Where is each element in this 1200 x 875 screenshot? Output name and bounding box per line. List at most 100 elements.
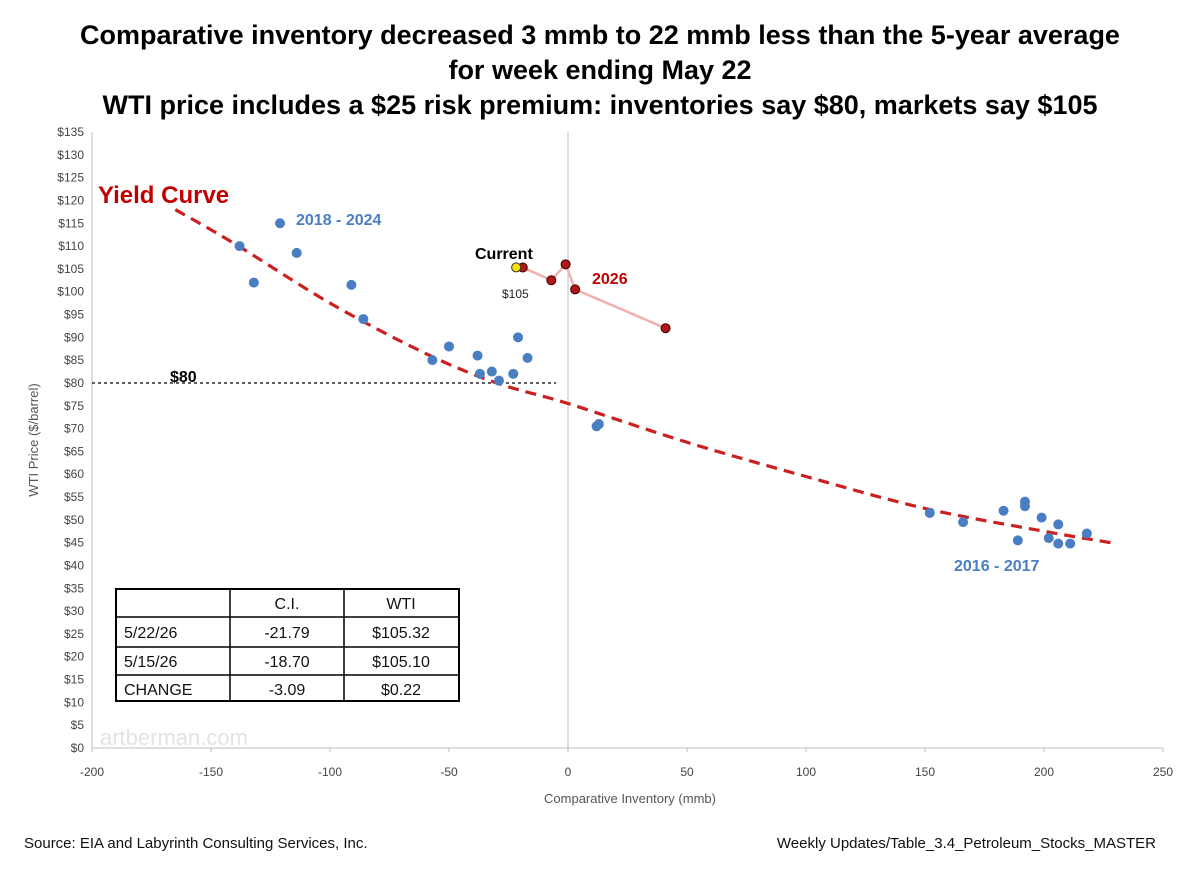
- yield-curve-label: Yield Curve: [98, 182, 229, 209]
- y-tick-label: $40: [64, 558, 84, 572]
- point-2016-2017: [1043, 533, 1054, 544]
- point-2016-2017: [1036, 512, 1047, 523]
- y-tick-label: $45: [64, 536, 84, 550]
- y-tick-label: $130: [57, 148, 84, 162]
- y-tick-label: $55: [64, 490, 84, 504]
- table-header-wti: WTI: [386, 596, 415, 613]
- point-2016-2017: [998, 505, 1009, 516]
- watermark: artberman.com: [100, 725, 248, 750]
- point-2018-2024: [275, 218, 286, 229]
- point-2018-2024: [346, 279, 357, 290]
- point-2016-2017: [1053, 538, 1064, 549]
- y-tick-label: $5: [71, 718, 85, 732]
- table-header-ci: C.I.: [275, 596, 300, 613]
- y-tick-label: $15: [64, 673, 84, 687]
- point-2018-2024: [508, 368, 519, 379]
- table-row-3-date: CHANGE: [124, 682, 192, 699]
- x-tick-label: 250: [1153, 765, 1173, 779]
- chart-title-line-1: Comparative inventory decreased 3 mmb to…: [80, 20, 1120, 50]
- current-point: [511, 262, 522, 273]
- x-tick-label: 150: [915, 765, 935, 779]
- x-tick-label: 0: [565, 765, 572, 779]
- point-2016-2017: [1053, 519, 1064, 530]
- point-2026: [570, 284, 581, 295]
- point-2018-2024: [513, 332, 524, 343]
- y-tick-label: $125: [57, 171, 84, 185]
- y-tick-label: $0: [71, 741, 85, 755]
- x-tick-label: -100: [318, 765, 342, 779]
- table-row-2-wti: $105.10: [372, 654, 430, 671]
- x-tick-label: -150: [199, 765, 223, 779]
- y-tick-label: $115: [58, 216, 84, 230]
- x-tick-label: 100: [796, 765, 816, 779]
- y-tick-label: $100: [57, 285, 84, 299]
- table-row-2-ci: -18.70: [264, 654, 309, 671]
- point-2018-2024: [358, 314, 369, 325]
- point-2018-2024: [291, 247, 302, 258]
- y-tick-label: $25: [64, 627, 84, 641]
- footer-source: Source: EIA and Labyrinth Consulting Ser…: [24, 835, 368, 852]
- point-2018-2024: [486, 366, 497, 377]
- y-tick-label: $10: [64, 695, 84, 709]
- reference-line-label: $80: [170, 369, 197, 386]
- series-2026-label: 2026: [592, 271, 628, 288]
- point-2016-2017: [958, 517, 969, 528]
- y-tick-label: $30: [64, 604, 84, 618]
- current-price-label: $105: [502, 287, 529, 301]
- yield-curve-line: [174, 208, 1111, 545]
- x-tick-label: 50: [680, 765, 694, 779]
- point-2018-2024: [234, 241, 245, 252]
- point-2016-2017: [1012, 535, 1023, 546]
- yield-curve-group: [174, 208, 1111, 545]
- point-2018-2024: [444, 341, 454, 352]
- series-2018-2024-label: 2018 - 2024: [296, 212, 382, 229]
- point-2016-2017: [1019, 496, 1030, 507]
- table-row-1-wti: $105.32: [372, 625, 430, 642]
- summary-table: C.I. WTI 5/22/26 -21.79 $105.32 5/15/26 …: [115, 588, 460, 702]
- footer-reference: Weekly Updates/Table_3.4_Petroleum_Stock…: [777, 835, 1156, 852]
- table-row-1-date: 5/22/26: [124, 625, 177, 642]
- point-2016-2017: [924, 508, 935, 519]
- point-2016-2017: [1065, 538, 1076, 549]
- y-tick-label: $60: [64, 467, 84, 481]
- point-2026: [660, 323, 671, 334]
- y-tick-label: $105: [57, 262, 84, 276]
- y-tick-label: $50: [64, 513, 84, 527]
- point-2016-2017: [593, 419, 604, 430]
- y-tick-label: $70: [64, 422, 84, 436]
- point-2018-2024: [474, 368, 485, 379]
- x-tick-label: 200: [1034, 765, 1054, 779]
- y-tick-label: $120: [57, 193, 84, 207]
- data-points-group: [234, 218, 1092, 549]
- y-tick-label: $80: [64, 376, 84, 390]
- point-2026: [560, 259, 571, 270]
- table-row-3-ci: -3.09: [269, 682, 306, 699]
- series-2026-connector: [516, 261, 667, 330]
- point-2018-2024: [427, 355, 438, 366]
- chart-title-line-3: WTI price includes a $25 risk premium: i…: [102, 90, 1097, 120]
- point-2016-2017: [1081, 528, 1092, 539]
- y-tick-label: $95: [64, 308, 84, 322]
- table-row-1-ci: -21.79: [264, 625, 309, 642]
- y-tick-label: $85: [64, 353, 84, 367]
- point-2018-2024: [493, 375, 504, 386]
- x-tick-label: -50: [440, 765, 458, 779]
- table-row-3-wti: $0.22: [381, 682, 421, 699]
- y-tick-label: $75: [64, 399, 84, 413]
- table-row-2-date: 5/15/26: [124, 654, 177, 671]
- point-2018-2024: [248, 277, 259, 288]
- current-label: Current: [475, 246, 533, 263]
- chart-title-line-2: for week ending May 22: [448, 55, 751, 85]
- point-2026: [546, 275, 557, 286]
- y-tick-label: $65: [64, 444, 84, 458]
- axes-group: $0 $5 $10 $15 $20 $25 $30 $35 $40 $45 $50 $55 $60 $65…: [57, 125, 1173, 779]
- x-axis-label: Comparative Inventory (mmb): [544, 791, 716, 806]
- point-2018-2024: [522, 352, 533, 363]
- y-tick-label: $135: [57, 125, 84, 139]
- y-axis-label: WTI Price ($/barrel): [26, 383, 41, 496]
- y-tick-label: $20: [64, 650, 84, 664]
- x-tick-label: -200: [80, 765, 104, 779]
- y-tick-label: $90: [64, 330, 84, 344]
